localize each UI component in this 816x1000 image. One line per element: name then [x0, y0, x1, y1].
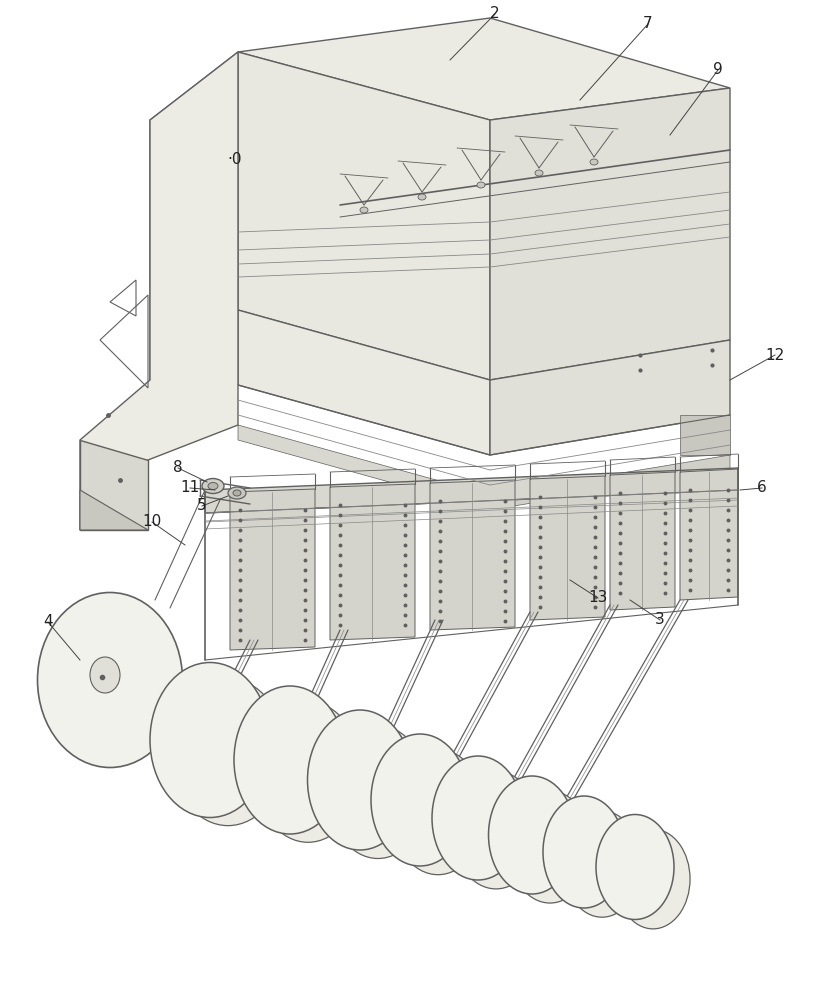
Polygon shape: [490, 455, 730, 510]
Ellipse shape: [233, 490, 241, 496]
Ellipse shape: [563, 811, 641, 917]
Polygon shape: [80, 52, 238, 530]
Ellipse shape: [477, 182, 485, 188]
Polygon shape: [490, 340, 730, 455]
Text: 5: 5: [197, 498, 206, 514]
Ellipse shape: [371, 734, 469, 866]
Ellipse shape: [208, 483, 218, 489]
Text: ·0: ·0: [228, 152, 242, 167]
Text: 8: 8: [173, 460, 183, 476]
Ellipse shape: [202, 479, 224, 493]
Ellipse shape: [535, 170, 543, 176]
Text: 10: 10: [142, 514, 162, 530]
Ellipse shape: [150, 662, 270, 818]
Ellipse shape: [228, 487, 246, 499]
Ellipse shape: [452, 771, 539, 889]
Text: 11: 11: [180, 481, 200, 495]
Ellipse shape: [392, 749, 485, 875]
Ellipse shape: [616, 829, 690, 929]
Polygon shape: [150, 52, 238, 380]
Ellipse shape: [596, 814, 674, 920]
Polygon shape: [430, 480, 515, 630]
Text: 2: 2: [490, 6, 500, 21]
Polygon shape: [238, 18, 730, 120]
Ellipse shape: [360, 207, 368, 213]
Polygon shape: [680, 469, 738, 600]
Text: 13: 13: [588, 590, 608, 605]
Ellipse shape: [308, 710, 413, 850]
Text: 12: 12: [765, 348, 785, 362]
Ellipse shape: [543, 796, 625, 908]
Text: 9: 9: [713, 62, 723, 78]
Ellipse shape: [590, 159, 598, 165]
Polygon shape: [330, 484, 415, 640]
Ellipse shape: [328, 726, 428, 858]
Ellipse shape: [234, 686, 346, 834]
Polygon shape: [490, 88, 730, 380]
Text: 4: 4: [43, 614, 53, 630]
Polygon shape: [680, 415, 730, 455]
Polygon shape: [205, 468, 738, 513]
Ellipse shape: [432, 756, 524, 880]
Ellipse shape: [171, 678, 285, 826]
Polygon shape: [238, 52, 490, 380]
Polygon shape: [238, 310, 490, 455]
Polygon shape: [230, 489, 315, 650]
Text: 3: 3: [655, 612, 665, 628]
Polygon shape: [530, 476, 605, 620]
Ellipse shape: [255, 702, 361, 842]
Ellipse shape: [418, 194, 426, 200]
Text: 6: 6: [757, 481, 767, 495]
Text: 7: 7: [643, 16, 653, 31]
Ellipse shape: [508, 791, 592, 903]
Polygon shape: [80, 490, 148, 530]
Polygon shape: [238, 425, 490, 510]
Polygon shape: [610, 472, 675, 610]
Ellipse shape: [489, 776, 575, 894]
Ellipse shape: [90, 657, 120, 693]
Ellipse shape: [38, 592, 183, 768]
Polygon shape: [80, 440, 148, 530]
